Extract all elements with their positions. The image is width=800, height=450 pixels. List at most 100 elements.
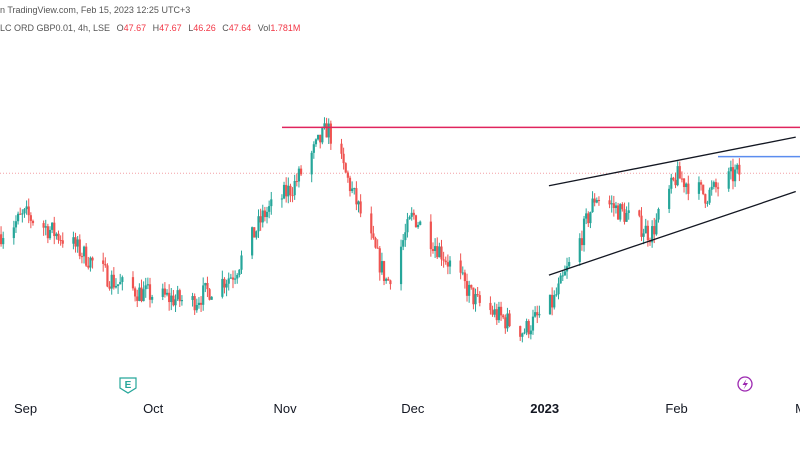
- candle: [370, 206, 373, 240]
- candle: [597, 196, 601, 206]
- candle: [165, 289, 169, 297]
- candle: [163, 282, 166, 298]
- candle: [27, 198, 30, 224]
- candle: [89, 256, 92, 272]
- candle: [295, 173, 298, 187]
- volume-value: 1.781M: [270, 23, 301, 33]
- candle: [463, 269, 466, 289]
- candle: [55, 232, 58, 240]
- candle: [529, 325, 532, 340]
- candle: [699, 179, 703, 191]
- candle: [674, 172, 677, 189]
- candle: [434, 238, 437, 258]
- close-label: C: [222, 23, 229, 33]
- candle: [357, 200, 360, 213]
- candle: [536, 305, 539, 324]
- candle: [448, 256, 452, 275]
- candle: [310, 150, 313, 183]
- candle: [353, 187, 356, 195]
- candle: [672, 176, 675, 182]
- candle: [57, 230, 60, 244]
- candle: [314, 138, 318, 147]
- low-value: 46.26: [193, 23, 216, 33]
- candle: [657, 207, 660, 223]
- candle: [499, 301, 503, 321]
- candle: [470, 284, 473, 290]
- candle: [595, 197, 598, 204]
- candle: [412, 209, 415, 220]
- candle: [712, 180, 715, 190]
- candle: [523, 328, 526, 335]
- candle: [259, 208, 262, 231]
- upper-trendline[interactable]: [548, 136, 796, 187]
- candle: [557, 277, 560, 300]
- candle: [493, 302, 496, 318]
- candle: [299, 165, 303, 177]
- ohlc-legend: LC ORD GBP0.01, 4h, LSE O47.67 H47.67 L4…: [0, 23, 300, 33]
- candle: [414, 214, 418, 228]
- candle: [21, 209, 24, 223]
- candle: [174, 294, 177, 313]
- candle: [112, 267, 115, 290]
- candle: [131, 271, 135, 291]
- candle: [119, 273, 122, 285]
- candle: [408, 215, 411, 220]
- candle: [140, 279, 143, 303]
- candle: [442, 251, 445, 268]
- candle: [199, 296, 203, 312]
- candle: [548, 294, 552, 316]
- candle: [525, 318, 528, 336]
- candle: [2, 231, 5, 249]
- close-value: 47.64: [228, 23, 252, 33]
- candle: [195, 298, 198, 313]
- candle: [402, 234, 405, 251]
- source-line: n TradingView.com, Feb 15, 2023 12:25 UT…: [0, 5, 190, 15]
- candle: [706, 200, 709, 207]
- candle: [623, 202, 626, 225]
- candle: [180, 295, 184, 306]
- lower-trendline[interactable]: [548, 190, 796, 276]
- candle: [655, 213, 658, 236]
- candle: [257, 209, 260, 238]
- candle: [508, 310, 511, 328]
- x-tick-label: Sep: [14, 401, 37, 416]
- candle: [170, 287, 173, 311]
- candle: [380, 252, 384, 275]
- candle: [234, 270, 237, 285]
- candle: [495, 303, 498, 325]
- candle: [385, 277, 388, 284]
- candle: [240, 250, 243, 274]
- candle: [555, 287, 558, 297]
- candle: [491, 305, 494, 317]
- candles: [0, 117, 741, 343]
- candle: [344, 162, 347, 173]
- candle: [287, 177, 290, 204]
- earnings-icon[interactable]: E: [119, 377, 137, 394]
- candle: [440, 239, 443, 266]
- candle: [382, 260, 386, 286]
- drawings: [282, 126, 800, 276]
- candle: [59, 235, 62, 246]
- low-label: L: [188, 23, 194, 33]
- high-label: H: [152, 23, 160, 33]
- symbol-label: LC ORD GBP0.01, 4h, LSE: [0, 23, 111, 33]
- time-axis: Sep Oct Nov Dec 2023 Feb M: [14, 401, 800, 416]
- candle: [468, 280, 471, 303]
- candle: [372, 225, 375, 240]
- candle: [646, 220, 649, 247]
- candle: [53, 216, 56, 245]
- candle: [446, 254, 449, 275]
- candle: [444, 256, 447, 265]
- candle: [253, 227, 256, 238]
- svg-text:E: E: [125, 380, 132, 391]
- candle: [329, 120, 332, 150]
- candle: [291, 187, 294, 203]
- lightning-icon[interactable]: [737, 376, 753, 392]
- candle: [138, 283, 141, 302]
- candle: [142, 281, 145, 302]
- candle: [255, 230, 258, 240]
- candle: [223, 277, 226, 294]
- candle: [19, 207, 22, 215]
- candle: [25, 200, 28, 215]
